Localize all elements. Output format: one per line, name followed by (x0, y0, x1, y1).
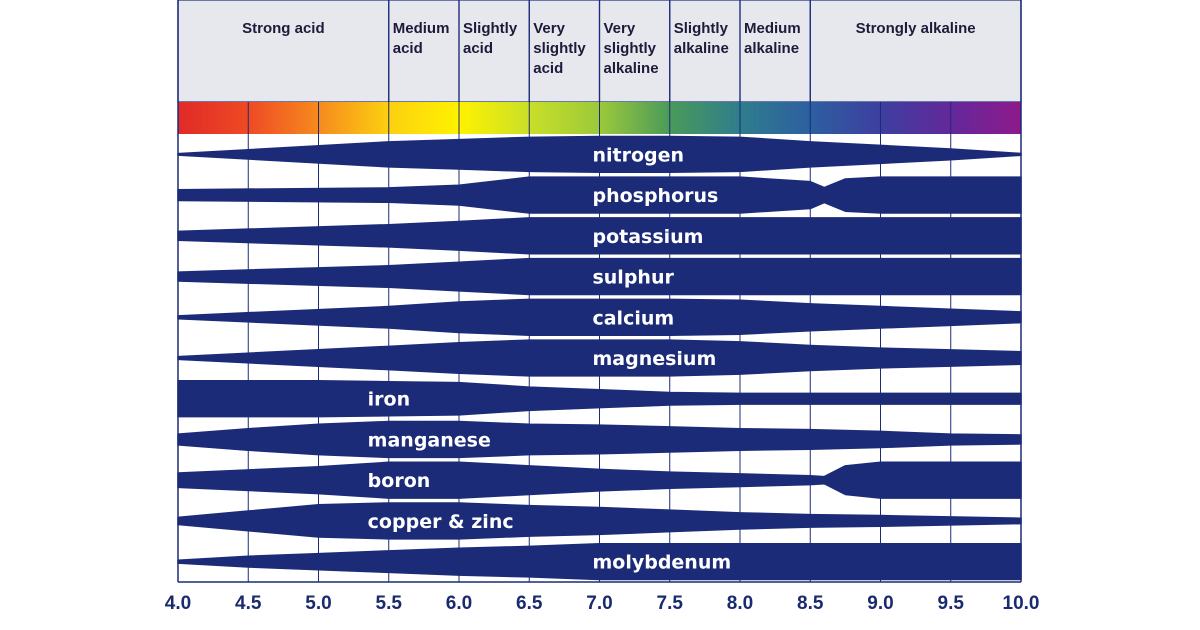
nutrient-label: copper & zinc (368, 511, 514, 533)
category-label: Medium alkaline (744, 20, 801, 57)
category-label: Strongly alkaline (856, 20, 976, 37)
x-tick-label: 5.5 (376, 593, 403, 614)
x-tick-label: 6.5 (516, 593, 543, 614)
nutrient-label: potassium (592, 226, 703, 248)
nutrient-label: phosphorus (592, 185, 718, 207)
nutrient-label: manganese (368, 429, 491, 451)
x-tick-label: 6.0 (446, 593, 472, 614)
x-tick-label: 9.0 (867, 593, 893, 614)
nutrient-label: nitrogen (592, 144, 684, 166)
x-tick-label: 8.5 (797, 593, 824, 614)
category-label: Medium acid (393, 20, 450, 57)
nutrient-label: sulphur (592, 267, 674, 289)
x-tick-label: 4.0 (165, 593, 191, 614)
nutrient-label: calcium (592, 307, 674, 329)
nutrient-label: boron (368, 470, 431, 492)
category-label: Strong acid (242, 20, 325, 37)
nutrient-label: iron (368, 389, 410, 411)
x-tick-label: 10.0 (1003, 593, 1040, 614)
x-tick-label: 8.0 (727, 593, 753, 614)
x-tick-label: 4.5 (235, 593, 262, 614)
x-tick-label: 7.5 (657, 593, 684, 614)
category-label: Slightly acid (463, 20, 518, 57)
nutrient-label: magnesium (592, 348, 716, 370)
nutrient-label: molybdenum (592, 552, 731, 574)
category-label: Slightly alkaline (674, 20, 729, 57)
category-label: Very slightly alkaline (604, 20, 659, 77)
x-tick-label: 9.5 (938, 593, 965, 614)
x-tick-label: 5.0 (305, 593, 331, 614)
category-label: Very slightly acid (533, 20, 586, 77)
x-tick-label: 7.0 (586, 593, 612, 614)
